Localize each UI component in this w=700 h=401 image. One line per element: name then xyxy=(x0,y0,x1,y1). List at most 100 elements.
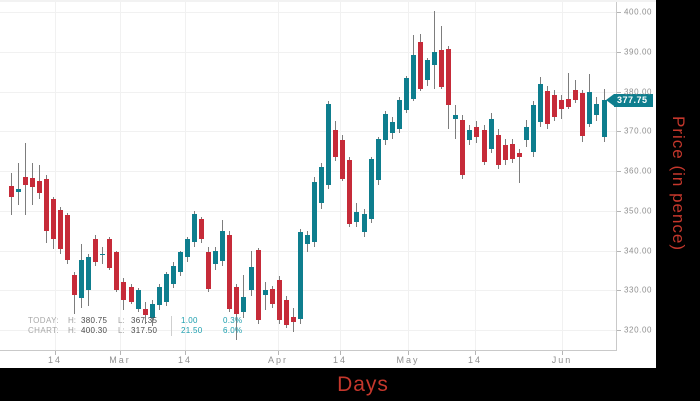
candle-up[interactable] xyxy=(467,130,473,141)
candle-down[interactable] xyxy=(276,279,282,321)
candle-up[interactable] xyxy=(100,253,106,256)
y-tick-mark xyxy=(617,91,621,93)
candle-up[interactable] xyxy=(297,231,303,319)
candle-up[interactable] xyxy=(354,211,360,222)
candle-down[interactable] xyxy=(566,98,572,108)
candle-down[interactable] xyxy=(516,153,522,158)
candle-up[interactable] xyxy=(177,252,183,272)
candle-up[interactable] xyxy=(523,126,529,141)
y-axis-title: Price (in pence) xyxy=(669,116,688,252)
candle-down[interactable] xyxy=(121,281,127,301)
candle-up[interactable] xyxy=(601,100,607,138)
candle-up[interactable] xyxy=(262,290,268,296)
candle-up[interactable] xyxy=(241,297,247,313)
candle-up[interactable] xyxy=(185,238,190,257)
y-axis-line xyxy=(616,2,617,351)
candle-up[interactable] xyxy=(432,52,438,66)
candle-up[interactable] xyxy=(326,103,332,185)
candle-up[interactable] xyxy=(15,188,21,192)
candle-down[interactable] xyxy=(93,238,99,262)
candle-up[interactable] xyxy=(170,265,176,284)
candle-down[interactable] xyxy=(460,120,466,176)
candle-down[interactable] xyxy=(481,130,487,162)
candle-down[interactable] xyxy=(227,234,233,309)
chart-change-pct: 6.0% xyxy=(223,326,243,335)
candle-down[interactable] xyxy=(340,140,346,179)
candle-up[interactable] xyxy=(163,274,169,303)
candle-up[interactable] xyxy=(305,234,311,244)
candle-down[interactable] xyxy=(43,178,49,231)
candle-down[interactable] xyxy=(64,215,70,261)
candle-down[interactable] xyxy=(22,176,28,185)
y-tick-label: 400.00 xyxy=(624,7,653,17)
candle-down[interactable] xyxy=(72,275,78,296)
candle-up[interactable] xyxy=(361,213,367,232)
candle-down[interactable] xyxy=(283,300,289,326)
candle-up[interactable] xyxy=(488,118,494,149)
candle-down[interactable] xyxy=(573,89,579,101)
candle-up[interactable] xyxy=(156,287,162,305)
chart-low-value: 317.50 xyxy=(131,326,158,335)
candle-down[interactable] xyxy=(269,289,275,305)
candle-down[interactable] xyxy=(206,252,212,289)
candle-down[interactable] xyxy=(8,185,14,197)
candle-down[interactable] xyxy=(509,143,515,159)
candle-up[interactable] xyxy=(312,182,318,243)
candle-down[interactable] xyxy=(446,48,452,106)
candle-down[interactable] xyxy=(333,130,339,158)
candle-up[interactable] xyxy=(135,290,141,309)
candle-down[interactable] xyxy=(290,316,296,323)
bottom-axis-title-strip: Days xyxy=(0,368,700,401)
candle-up[interactable] xyxy=(86,256,92,291)
candle-wick xyxy=(17,163,19,205)
plot-area[interactable] xyxy=(0,2,616,350)
candle-up[interactable] xyxy=(587,91,593,124)
candle-down[interactable] xyxy=(114,252,120,291)
chart-label: CHART: xyxy=(28,326,60,335)
candle-down[interactable] xyxy=(142,308,148,315)
candle-down[interactable] xyxy=(107,239,113,268)
candle-down[interactable] xyxy=(36,180,42,193)
gridline-vertical xyxy=(120,2,121,350)
candle-down[interactable] xyxy=(545,90,551,124)
candle-down[interactable] xyxy=(495,135,501,166)
candle-up[interactable] xyxy=(396,100,402,129)
candle-up[interactable] xyxy=(368,158,374,219)
candle-up[interactable] xyxy=(375,138,381,181)
y-tick-label: 390.00 xyxy=(624,47,653,57)
candle-down[interactable] xyxy=(29,178,35,187)
candle-down[interactable] xyxy=(559,100,565,109)
candle-down[interactable] xyxy=(580,93,586,137)
candle-down[interactable] xyxy=(199,219,205,239)
candle-down[interactable] xyxy=(439,50,445,88)
candle-up[interactable] xyxy=(149,304,155,319)
candle-down[interactable] xyxy=(234,287,240,315)
candle-down[interactable] xyxy=(502,145,508,161)
candle-up[interactable] xyxy=(453,115,459,119)
candle-down[interactable] xyxy=(255,250,261,320)
candle-up[interactable] xyxy=(389,122,395,134)
y-tick-mark xyxy=(617,330,621,331)
candle-down[interactable] xyxy=(347,160,353,224)
candle-up[interactable] xyxy=(220,230,226,261)
candle-up[interactable] xyxy=(425,60,431,81)
candle-up[interactable] xyxy=(594,104,600,116)
candle-up[interactable] xyxy=(530,105,536,152)
candle-up[interactable] xyxy=(319,167,325,203)
candle-down[interactable] xyxy=(417,41,423,89)
candle-down[interactable] xyxy=(552,95,558,117)
candle-wick xyxy=(243,275,245,319)
candle-up[interactable] xyxy=(79,260,85,299)
today-label: TODAY: xyxy=(28,316,60,325)
candle-up[interactable] xyxy=(248,267,254,291)
candle-up[interactable] xyxy=(410,55,416,99)
candle-down[interactable] xyxy=(50,198,56,239)
candle-up[interactable] xyxy=(538,83,543,123)
candle-up[interactable] xyxy=(382,113,388,141)
candle-up[interactable] xyxy=(213,250,219,264)
candle-up[interactable] xyxy=(192,213,198,242)
candle-up[interactable] xyxy=(403,77,409,111)
candle-down[interactable] xyxy=(474,126,480,137)
candle-down[interactable] xyxy=(57,209,63,249)
candle-down[interactable] xyxy=(128,287,134,303)
